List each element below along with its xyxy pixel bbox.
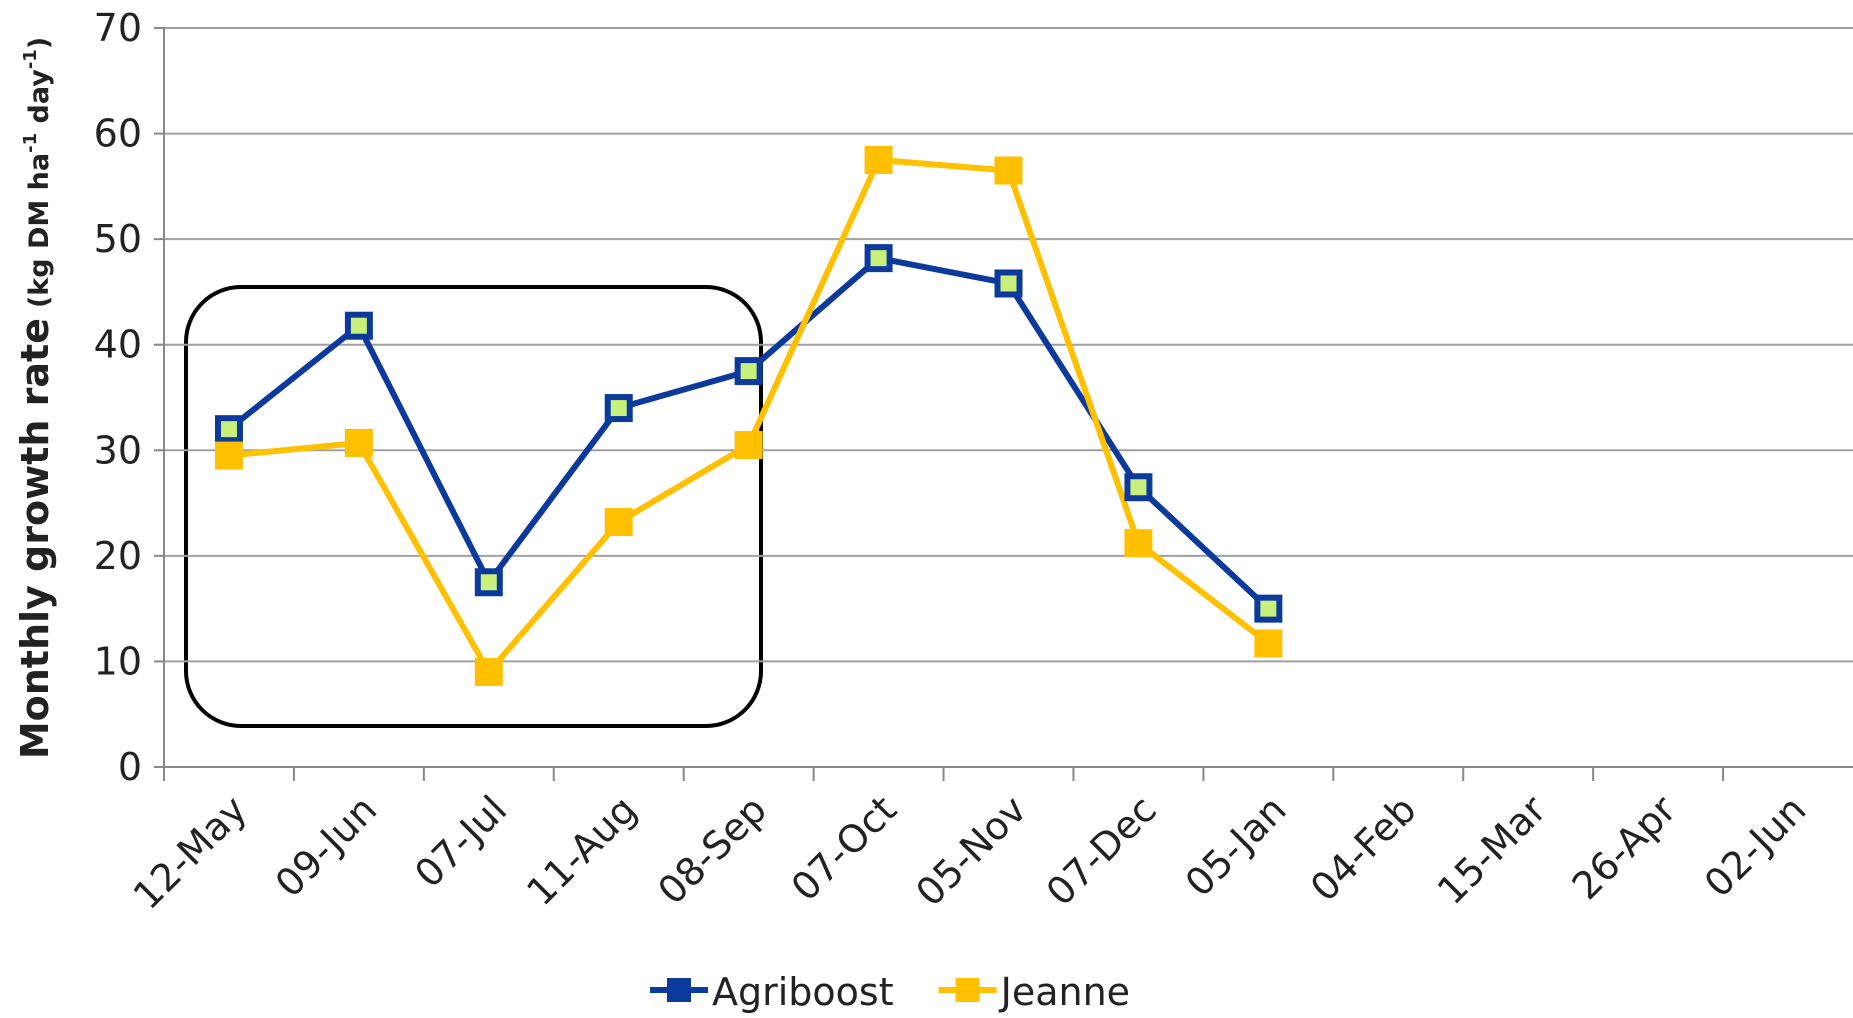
y-tick-label: 0 [118, 745, 142, 789]
highlight-box [184, 285, 763, 728]
x-tick-label: 08-Sep [649, 787, 775, 913]
y-tick-label: 20 [94, 534, 142, 578]
marker [1124, 529, 1153, 558]
marker [734, 431, 763, 460]
x-tick-label: 05-Jan [1177, 787, 1295, 905]
marker [344, 428, 373, 457]
x-tick-label: 12-May [125, 787, 256, 918]
marker [1254, 594, 1283, 623]
y-axis-unit: ) [24, 37, 55, 49]
x-tick-label: 05-Nov [907, 787, 1034, 914]
y-tick-label: 50 [94, 217, 142, 261]
legend-marker [667, 978, 691, 1002]
marker [604, 394, 633, 423]
marker [994, 156, 1023, 185]
marker [864, 145, 893, 174]
x-tick-label: 07-Jul [406, 787, 515, 896]
marker [214, 415, 243, 444]
y-tick-label: 30 [94, 428, 142, 472]
y-tick-label: 70 [94, 6, 142, 50]
marker [344, 311, 373, 340]
y-axis-unit: -1 [20, 133, 41, 153]
marker [734, 357, 763, 386]
marker [864, 244, 893, 273]
marker [1124, 473, 1153, 502]
marker [604, 508, 633, 537]
y-axis-unit: day [24, 69, 55, 133]
x-tick-label: 07-Oct [783, 787, 905, 909]
y-axis-title: Monthly growth rate(kg DM ha-1 day-1) [13, 37, 57, 759]
marker [474, 568, 503, 597]
x-tick-label: 15-Mar [1429, 787, 1555, 913]
y-tick-label: 40 [94, 323, 142, 367]
marker [474, 657, 503, 686]
y-axis-unit: (kg DM ha [24, 153, 55, 308]
x-tick-label: 04-Feb [1302, 787, 1425, 910]
series-line [228, 156, 1271, 678]
y-axis-title-main: Monthly growth rate [13, 318, 57, 759]
y-axis-unit: -1 [20, 49, 41, 69]
legend-label: Jeanne [999, 970, 1130, 1014]
y-tick-label: 60 [94, 112, 142, 156]
legend-marker [955, 978, 980, 1002]
x-tick-label: 02-Jun [1696, 787, 1814, 905]
x-tick-label: 11-Aug [518, 787, 645, 914]
marker [994, 269, 1023, 298]
x-tick-label: 09-Jun [267, 787, 385, 905]
y-tick-label: 10 [94, 639, 142, 683]
legend-label: Agriboost [712, 970, 894, 1014]
x-tick-label: 26-Apr [1564, 787, 1685, 908]
marker [214, 441, 243, 470]
marker [1254, 629, 1283, 658]
x-tick-label: 07-Dec [1038, 787, 1165, 914]
